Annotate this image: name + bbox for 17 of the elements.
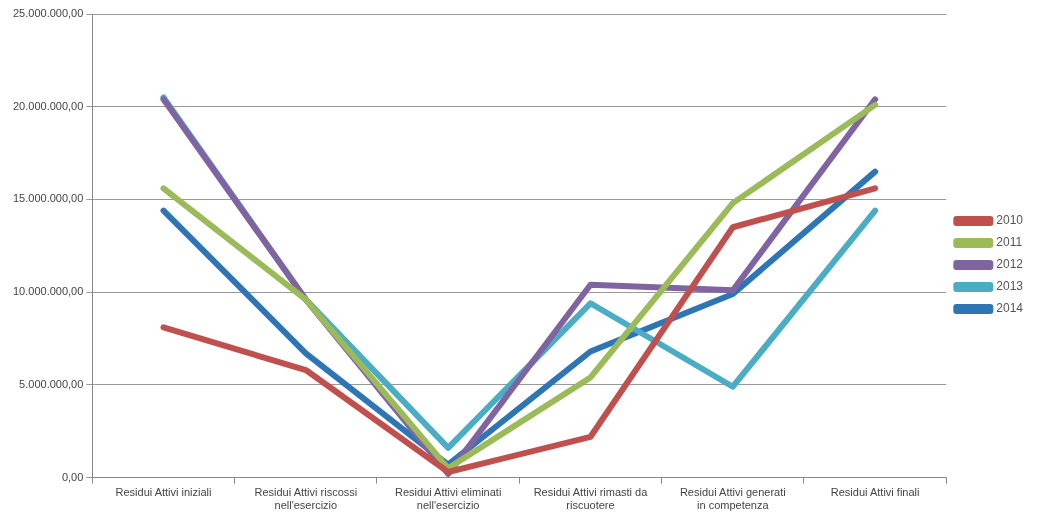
- x-tick-label: Residui Attivi iniziali: [115, 486, 212, 499]
- x-tick-label: Residui Attivi finali: [830, 486, 920, 499]
- x-tick-label: Residui Attivi rimasti da riscuotere: [533, 486, 649, 512]
- y-tick-label: 20.000.000,00: [12, 99, 84, 112]
- y-tick-label: 5.000.000,00: [19, 377, 84, 390]
- x-tick-label: Residui Attivi generati in competenza: [679, 486, 786, 512]
- x-tick-label: Residui Attivi riscossi nell'esercizio: [254, 486, 358, 512]
- y-tick-label: 10.000.000,00: [12, 285, 84, 298]
- legend-label: 2011: [996, 235, 1023, 250]
- legend-label: 2013: [996, 279, 1024, 294]
- legend-label: 2014: [996, 301, 1024, 316]
- x-tick-label: Residui Attivi eliminati nell'esercizio: [394, 486, 502, 512]
- y-tick-label: 15.000.000,00: [12, 192, 84, 205]
- legend-label: 2010: [996, 213, 1024, 228]
- legend-label: 2012: [996, 257, 1024, 272]
- y-tick-label: 0,00: [61, 470, 84, 483]
- y-tick-label: 25.000.000,00: [12, 7, 84, 20]
